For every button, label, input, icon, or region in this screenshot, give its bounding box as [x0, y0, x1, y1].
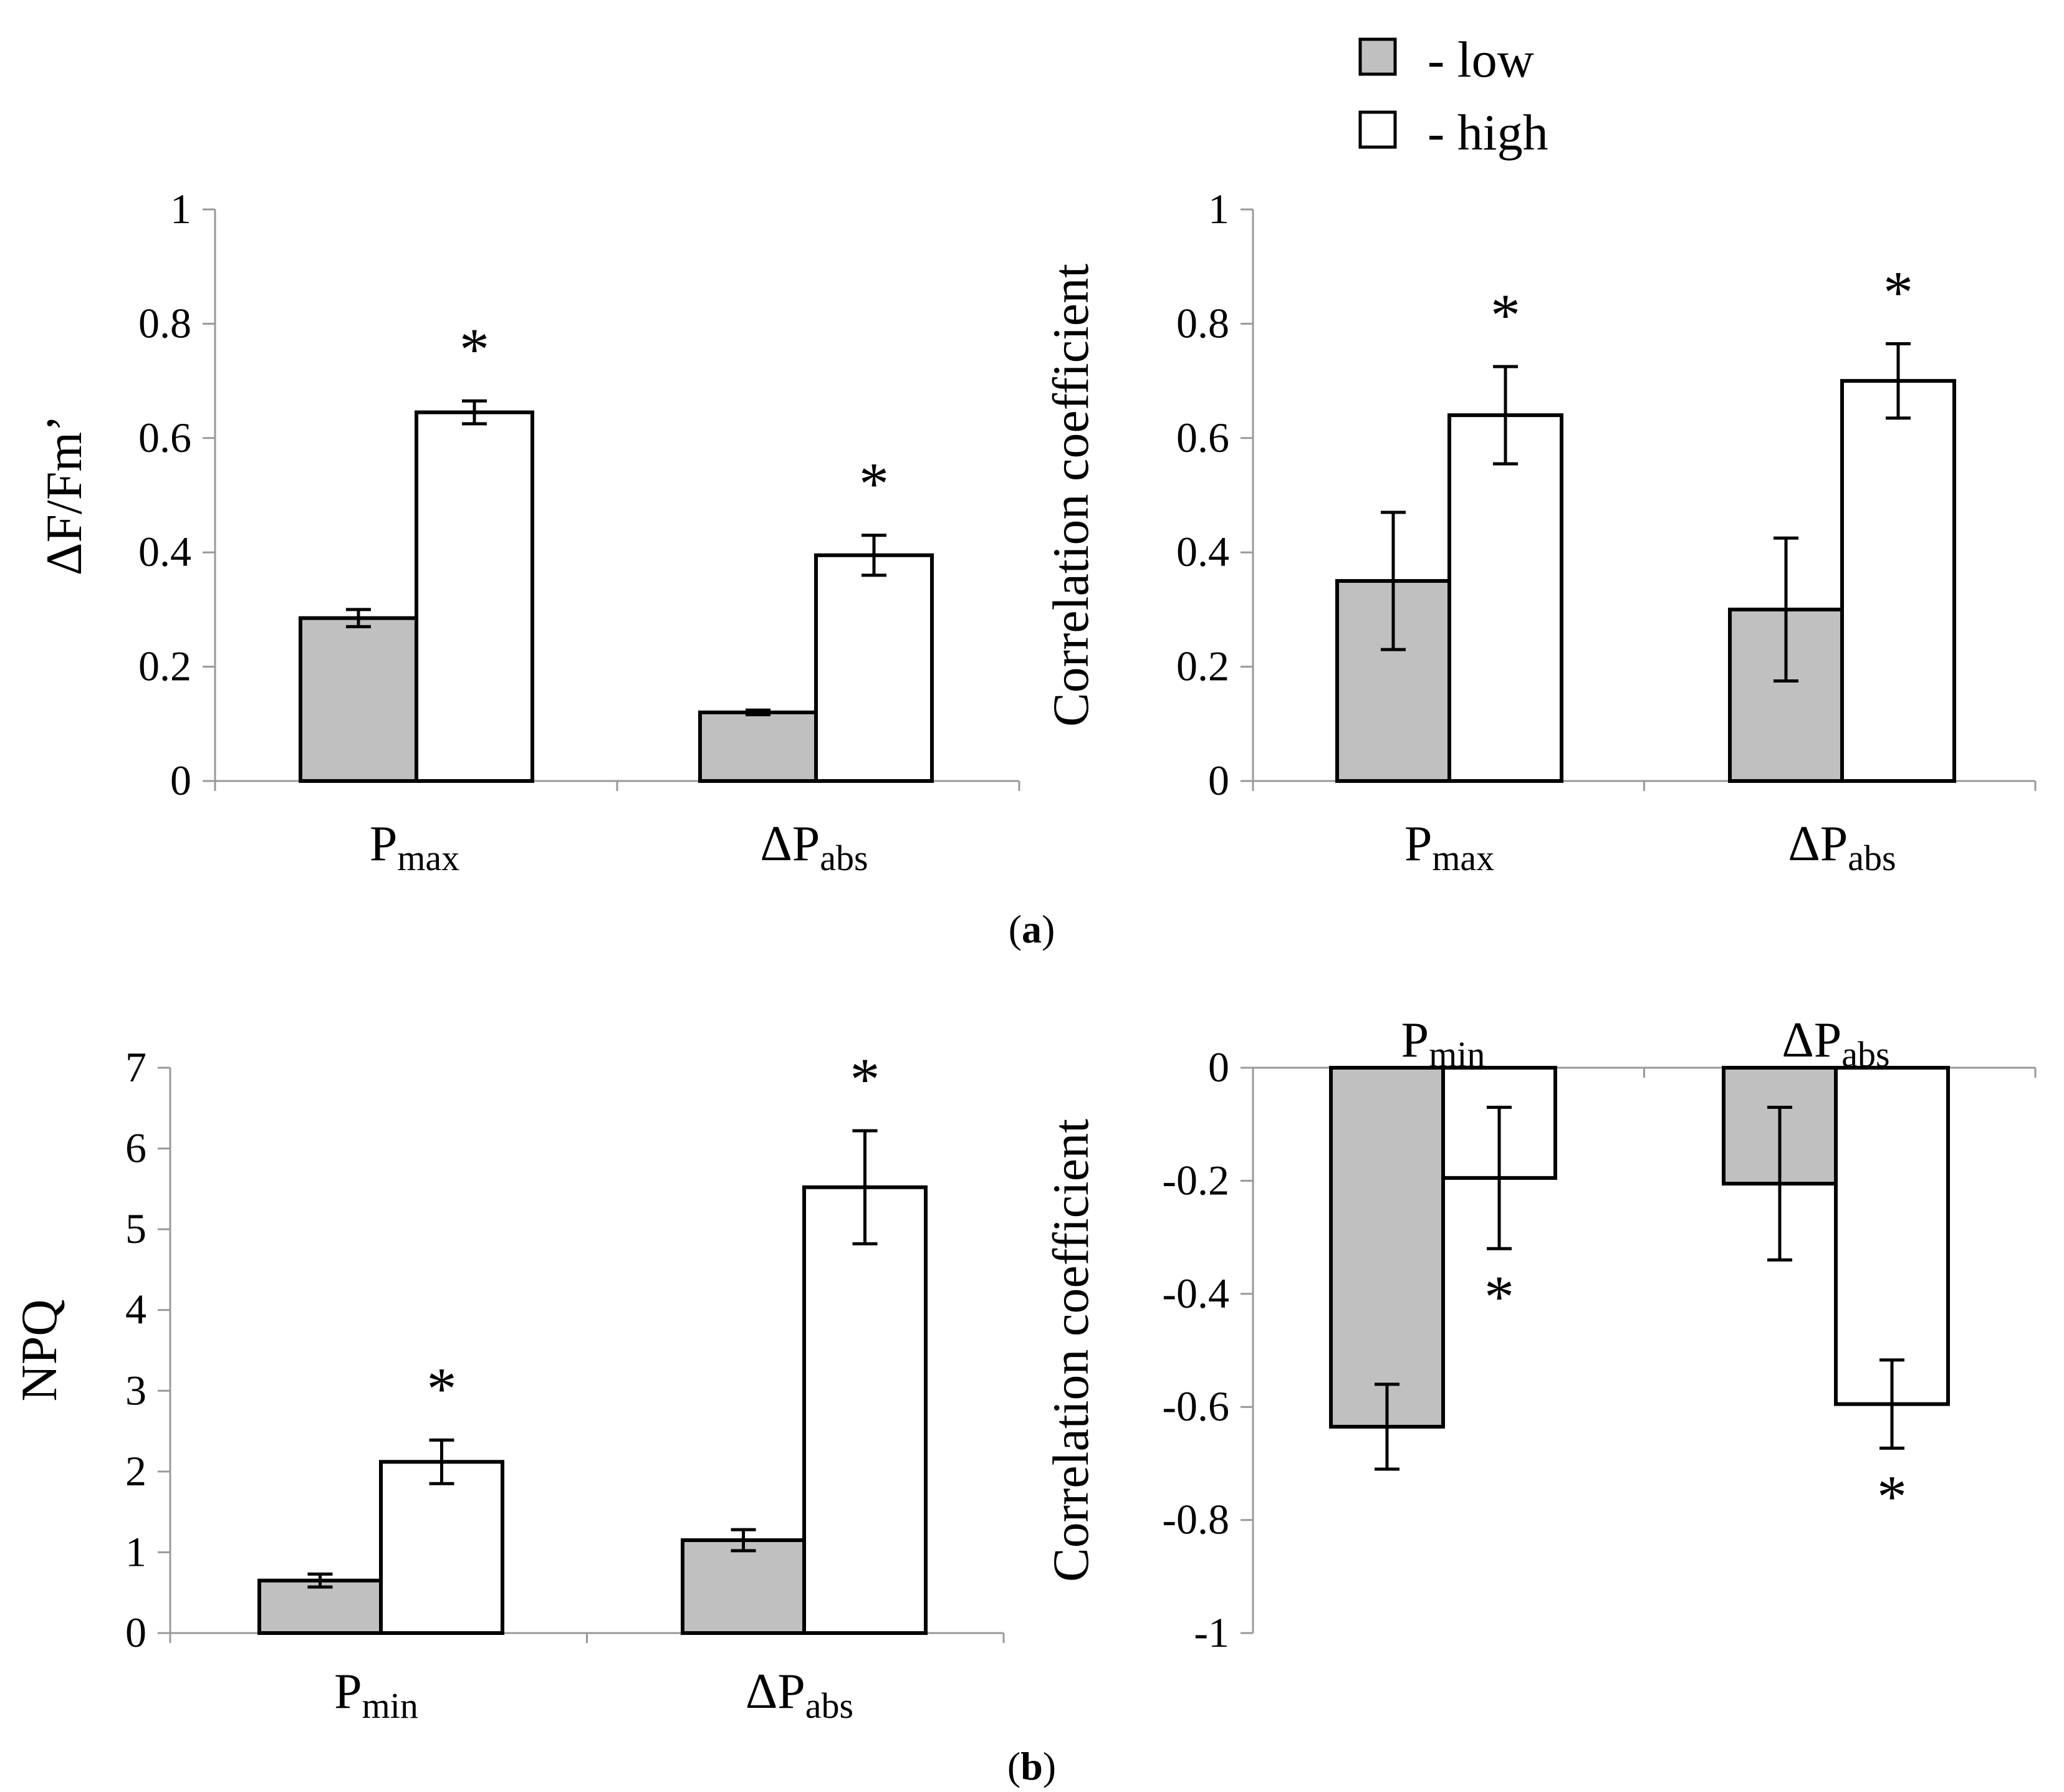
y-tick-label: 0: [1208, 1043, 1229, 1091]
y-tick-label: -1: [1194, 1609, 1229, 1656]
y-tick-label: 7: [125, 1043, 146, 1091]
chart-b-right: 0 -0.2 -0.4 -0.6 -0.8 -1 Correlation coefficie…: [1042, 1013, 2037, 1656]
bar-high-0: [415, 410, 534, 783]
y-tick-label: 0.4: [1176, 528, 1229, 575]
significance-star: *: [850, 1046, 880, 1113]
legend-swatch-low: [1358, 37, 1397, 76]
y-tick-label: 2: [125, 1447, 146, 1495]
y-tick-label: 0: [125, 1609, 146, 1656]
y-tick-label: 1: [1208, 185, 1229, 232]
category-label: Pmin: [1401, 1013, 1486, 1075]
chart-a-left: 0 0.2 0.4 0.6 0.8 1 ΔF/Fm’ Pmax ΔPabs * *: [36, 185, 1020, 878]
y-tick-label: 4: [125, 1286, 146, 1333]
y-tick-label: 0.6: [1176, 414, 1229, 461]
y-tick-label: 5: [125, 1205, 146, 1252]
category-label: Pmin: [334, 1664, 418, 1726]
bar-high-0: [1447, 413, 1563, 783]
panel-label-b: (b): [1007, 1744, 1056, 1788]
legend: - low - high: [1358, 31, 1548, 161]
y-tick-label: 0: [170, 757, 191, 804]
significance-star: *: [1484, 1263, 1514, 1330]
y-tick-label: 1: [170, 185, 191, 232]
y-tick-label: -0.2: [1162, 1156, 1229, 1204]
bar-low-1: [698, 710, 818, 783]
y-tick-label: 0: [1208, 757, 1229, 804]
y-tick-label: -0.6: [1162, 1382, 1229, 1430]
bar-high-1: [1840, 379, 1956, 783]
category-label: Pmax: [370, 817, 459, 878]
significance-star: *: [1883, 259, 1913, 325]
y-axis-title: NPQ: [11, 1299, 67, 1401]
y-tick-label: 0.8: [1176, 299, 1229, 347]
bar-high-1: [802, 1185, 928, 1636]
y-tick-label: 0.2: [1176, 643, 1229, 690]
y-axis-title: Correlation coefficient: [1042, 264, 1099, 727]
y-tick-label: 0.4: [138, 528, 191, 575]
significance-star: *: [1490, 282, 1520, 348]
y-tick-label: 6: [125, 1124, 146, 1172]
bar-low-0: [1329, 1066, 1445, 1429]
chart-b-left: 0 1 2 3 4 5 6 7 NPQ Pmin ΔPabs * *: [11, 1043, 1005, 1726]
category-label: ΔPabs: [1782, 1013, 1889, 1075]
bar-low-0: [299, 616, 418, 783]
category-label: ΔPabs: [760, 817, 868, 878]
y-tick-label: -0.4: [1162, 1270, 1229, 1317]
bar-high-1: [1834, 1066, 1950, 1406]
y-tick-label: -0.8: [1162, 1496, 1229, 1543]
legend-swatch-high: [1358, 110, 1397, 149]
significance-star: *: [1877, 1463, 1907, 1530]
category-label: Pmax: [1404, 817, 1494, 878]
y-tick-label: 0.6: [138, 414, 191, 461]
bar-high-1: [814, 553, 934, 783]
panel-label-a: (a): [1009, 907, 1055, 951]
y-axis-title: Correlation coefficient: [1042, 1119, 1099, 1582]
category-label: ΔPabs: [1788, 817, 1896, 878]
category-label: ΔPabs: [746, 1664, 853, 1726]
bar-low-1: [681, 1538, 806, 1636]
y-tick-label: 1: [125, 1528, 146, 1575]
y-tick-label: 0.8: [138, 299, 191, 347]
legend-label-high: - high: [1428, 104, 1548, 161]
y-tick-label: 3: [125, 1366, 146, 1414]
legend-label-low: - low: [1428, 31, 1534, 88]
chart-a-right: 0 0.2 0.4 0.6 0.8 1 Correlation coefficient Pma…: [1042, 185, 2037, 878]
bar-high-0: [379, 1460, 504, 1636]
significance-star: *: [459, 316, 489, 383]
y-tick-label: 0.2: [138, 643, 191, 690]
significance-star: *: [427, 1355, 457, 1422]
significance-star: *: [859, 451, 889, 517]
y-axis-title: ΔF/Fm’: [36, 415, 92, 576]
